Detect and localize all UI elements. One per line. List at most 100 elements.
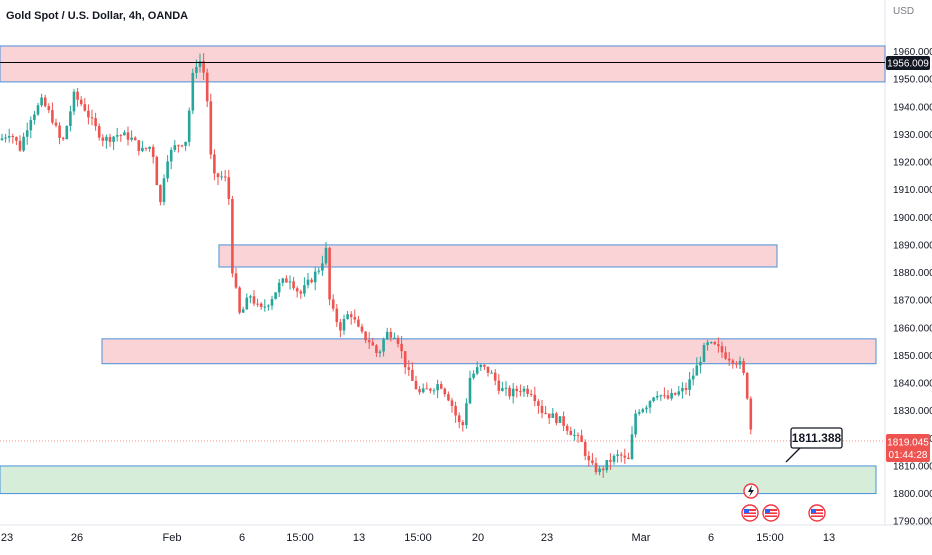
us-flag-event-icon[interactable]: [808, 504, 826, 522]
candle-body: [105, 136, 108, 141]
candle-body: [321, 263, 324, 271]
candle-body: [724, 352, 727, 359]
candle-body: [371, 342, 375, 346]
candle-body: [144, 147, 148, 149]
candle-body: [641, 409, 645, 413]
resistance-zone: [218, 244, 778, 268]
candle-body: [29, 120, 33, 131]
candle-body: [537, 401, 540, 406]
candle-body: [382, 339, 385, 352]
y-tick-label: 1860.000: [893, 323, 932, 334]
candle-body: [69, 111, 72, 126]
x-tick-label: 15:00: [286, 532, 314, 544]
candle-body: [342, 319, 346, 331]
candle-body: [432, 390, 436, 392]
candle-body: [148, 146, 151, 149]
candle-body: [115, 135, 119, 137]
candle-body: [501, 388, 504, 391]
candle-body: [346, 314, 349, 320]
candle-body: [180, 145, 184, 147]
candle-body: [396, 337, 400, 344]
candle-body: [573, 434, 576, 436]
x-tick-label: 23: [541, 532, 553, 544]
candle-body: [547, 413, 551, 418]
y-tick-label: 1880.000: [893, 268, 932, 279]
symbol-title: Gold Spot / U.S. Dollar, 4h, OANDA: [6, 10, 188, 22]
hline-price-tag: [886, 56, 930, 70]
y-tick-label: 1850.000: [893, 351, 932, 362]
candle-body: [209, 101, 213, 155]
us-flag-event-icon[interactable]: [762, 504, 780, 522]
candle-body: [580, 435, 583, 442]
candle-body: [508, 387, 511, 397]
candle-body: [15, 137, 18, 141]
candle-body: [223, 176, 227, 178]
candle-body: [313, 271, 317, 283]
candle-body: [4, 137, 7, 139]
candle-body: [238, 287, 241, 313]
candle-body: [357, 319, 360, 327]
candle-body: [429, 388, 432, 391]
candle-body: [40, 97, 43, 106]
candle-body: [677, 391, 681, 395]
candle-body: [191, 72, 195, 111]
candle-body: [292, 281, 295, 289]
candle-body: [108, 136, 112, 142]
lightning-event-icon[interactable]: [743, 483, 759, 499]
candle-body: [562, 416, 565, 426]
x-tick-label: 20: [472, 532, 484, 544]
zones-layer: [0, 45, 886, 495]
candle-body: [256, 303, 259, 305]
candle-body: [22, 136, 25, 151]
candle-body: [695, 365, 699, 376]
callout-box[interactable]: [790, 427, 843, 449]
x-tick-label: Mar: [632, 532, 651, 544]
candle-body: [195, 67, 198, 73]
y-tick-label: 1830.000: [893, 406, 932, 417]
candle-body: [583, 441, 587, 456]
candle-body: [360, 326, 364, 332]
candle-body: [58, 125, 61, 138]
candle-body: [529, 393, 533, 395]
candle-body: [299, 291, 303, 294]
candle-body: [558, 416, 562, 423]
candle-body: [303, 285, 306, 294]
candle-body: [295, 288, 299, 292]
candle-body: [378, 351, 382, 353]
candle-body: [511, 388, 515, 397]
candle-body: [587, 455, 591, 461]
candle-body: [335, 308, 339, 323]
candles-layer: [0, 53, 753, 478]
x-tick-label: 6: [239, 532, 245, 544]
current-price-label: 1819.045: [887, 438, 929, 449]
candle-body: [598, 468, 601, 473]
candle-body: [51, 110, 54, 123]
candle-body: [727, 358, 731, 361]
candle-body: [673, 392, 677, 395]
candle-body: [112, 136, 115, 142]
candle-body: [738, 361, 742, 365]
candle-body: [745, 372, 749, 399]
candle-body: [623, 455, 627, 458]
candle-body: [472, 373, 475, 378]
candle-body: [328, 247, 331, 300]
candle-body: [403, 351, 407, 368]
candle-body: [443, 388, 447, 395]
candle-body: [47, 106, 51, 111]
candle-body: [267, 305, 270, 307]
candle-body: [234, 273, 238, 288]
us-flag-event-icon[interactable]: [741, 504, 759, 522]
candle-body: [76, 91, 79, 100]
y-tick-label: 1890.000: [893, 240, 932, 251]
candle-body: [245, 297, 249, 310]
candle-body: [94, 118, 97, 127]
candle-body: [83, 104, 87, 111]
candle-body: [465, 403, 468, 426]
candle-body: [281, 278, 285, 283]
candle-body: [601, 468, 605, 471]
candle-body: [497, 380, 501, 391]
candle-body: [54, 122, 58, 126]
candle-body: [616, 454, 619, 456]
